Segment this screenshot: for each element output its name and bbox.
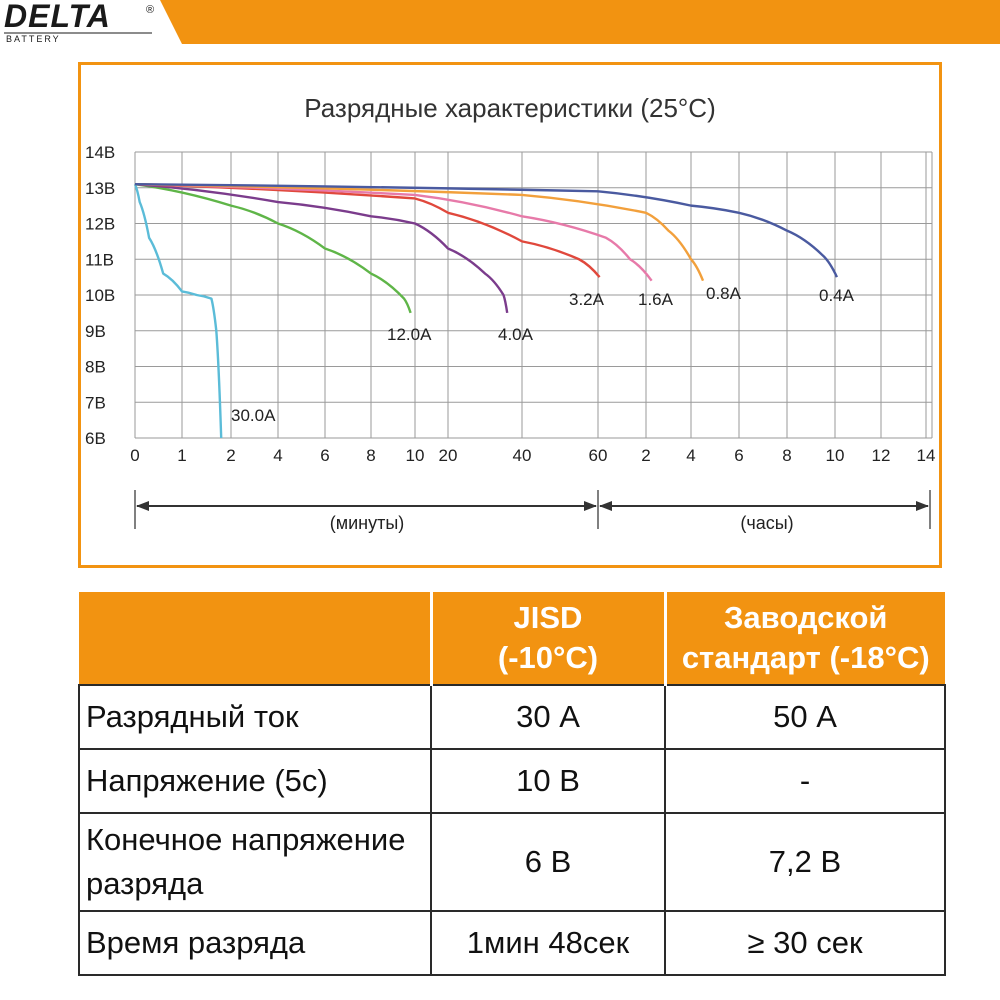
header-factory-standard: Заводской стандарт (-18°C) <box>663 592 945 685</box>
x-tick-label: 20 <box>439 446 458 465</box>
row-label: Конечное напряжение разряда <box>78 812 432 912</box>
minutes-range-arrow-head-right <box>584 501 597 511</box>
x-tick-label: 1 <box>177 446 186 465</box>
minutes-segment-label: (минуты) <box>330 513 405 533</box>
logo-registered-mark: ® <box>146 4 154 16</box>
row-std-value: ≥ 30 сек <box>664 910 946 976</box>
delta-logo: DELTA ® BATTERY <box>4 0 174 44</box>
series-line-0-8A <box>134 182 705 282</box>
x-tick-label: 0 <box>130 446 139 465</box>
header-jisd-line2: (-10°C) <box>497 640 599 675</box>
row-std-value: - <box>664 748 946 814</box>
x-tick-label: 6 <box>320 446 329 465</box>
header-jisd-line1: JISD <box>513 600 583 635</box>
x-tick-label: 40 <box>513 446 532 465</box>
table-row: Разрядный ток 30 А 50 А <box>78 684 946 750</box>
series-label: 30.0A <box>231 406 276 425</box>
row-jisd-value: 30 А <box>430 684 666 750</box>
series-label: 3.2A <box>569 290 605 309</box>
series-line-1-6A <box>134 182 653 282</box>
series-line-30-0A <box>133 183 223 439</box>
x-tick-label: 8 <box>366 446 375 465</box>
row-jisd-value: 1мин 48сек <box>430 910 666 976</box>
x-tick-label: 2 <box>226 446 235 465</box>
y-tick-label: 13В <box>85 179 115 198</box>
series-line-3-2A <box>134 182 601 278</box>
hours-segment-label: (часы) <box>740 513 793 533</box>
x-tick-label: 4 <box>273 446 282 465</box>
y-tick-label: 7В <box>85 393 106 412</box>
x-tick-label: 60 <box>589 446 608 465</box>
x-tick-label: 2 <box>641 446 650 465</box>
logo-graphic: DELTA ® BATTERY <box>4 0 154 44</box>
header-bar <box>160 0 1000 44</box>
y-tick-label: 6В <box>85 429 106 448</box>
series-label: 4.0A <box>498 325 534 344</box>
header-std-line1: Заводской <box>724 600 888 635</box>
x-tick-label: 10 <box>826 446 845 465</box>
chart-title: Разрядные характеристики (25°C) <box>304 93 716 123</box>
hours-range-arrow-head-left <box>599 501 612 511</box>
table-header-row: JISD (-10°C) Заводской стандарт (-18°C) <box>79 592 945 685</box>
series-label: 1.6A <box>638 290 674 309</box>
row-label: Разрядный ток <box>78 684 432 750</box>
discharge-chart: Разрядные характеристики (25°C) 6В 7В 8В 9В 1… <box>85 93 936 533</box>
row-jisd-value: 10 В <box>430 748 666 814</box>
spec-table: JISD (-10°C) Заводской стандарт (-18°C) … <box>78 592 946 976</box>
y-tick-label: 11В <box>85 250 114 269</box>
series-label: 12.0A <box>387 325 432 344</box>
logo-wordmark: DELTA <box>4 0 111 34</box>
chart-frame: Разрядные характеристики (25°C) 6В 7В 8В 9В 1… <box>78 62 942 568</box>
series-label: 0.8A <box>706 284 742 303</box>
row-jisd-value: 6 В <box>430 812 666 912</box>
table-row: Конечное напряжение разряда 6 В 7,2 В <box>78 812 946 912</box>
x-tick-label: 10 <box>406 446 425 465</box>
header-empty <box>79 592 431 685</box>
x-tick-label: 8 <box>782 446 791 465</box>
y-tick-label: 14В <box>85 143 115 162</box>
header-jisd: JISD (-10°C) <box>429 592 665 685</box>
row-std-value: 50 А <box>664 684 946 750</box>
header-std-line2: стандарт (-18°C) <box>681 640 930 675</box>
series-line-0-4A <box>134 182 839 278</box>
series-label: 0.4A <box>819 286 855 305</box>
spec-table-wrap: JISD (-10°C) Заводской стандарт (-18°C) … <box>78 592 946 976</box>
x-tick-label: 6 <box>734 446 743 465</box>
row-label: Напряжение (5с) <box>78 748 432 814</box>
table-row: Напряжение (5с) 10 В - <box>78 748 946 814</box>
minutes-range-arrow-head-left <box>136 501 149 511</box>
x-tick-label: 4 <box>686 446 695 465</box>
y-tick-label: 8В <box>85 358 106 377</box>
series-line-4-0A <box>134 182 509 314</box>
row-std-value: 7,2 В <box>664 812 946 912</box>
hours-range-arrow-head-right <box>916 501 929 511</box>
y-tick-label: 10В <box>85 286 115 305</box>
logo-subtitle: BATTERY <box>6 34 61 44</box>
series-line-12-0A <box>134 182 412 314</box>
x-tick-label: 14 <box>917 446 936 465</box>
table-row: Время разряда 1мин 48сек ≥ 30 сек <box>78 910 946 976</box>
y-tick-label: 12В <box>85 215 115 234</box>
row-label: Время разряда <box>78 910 432 976</box>
y-tick-label: 9В <box>85 322 106 341</box>
x-tick-label: 12 <box>872 446 891 465</box>
